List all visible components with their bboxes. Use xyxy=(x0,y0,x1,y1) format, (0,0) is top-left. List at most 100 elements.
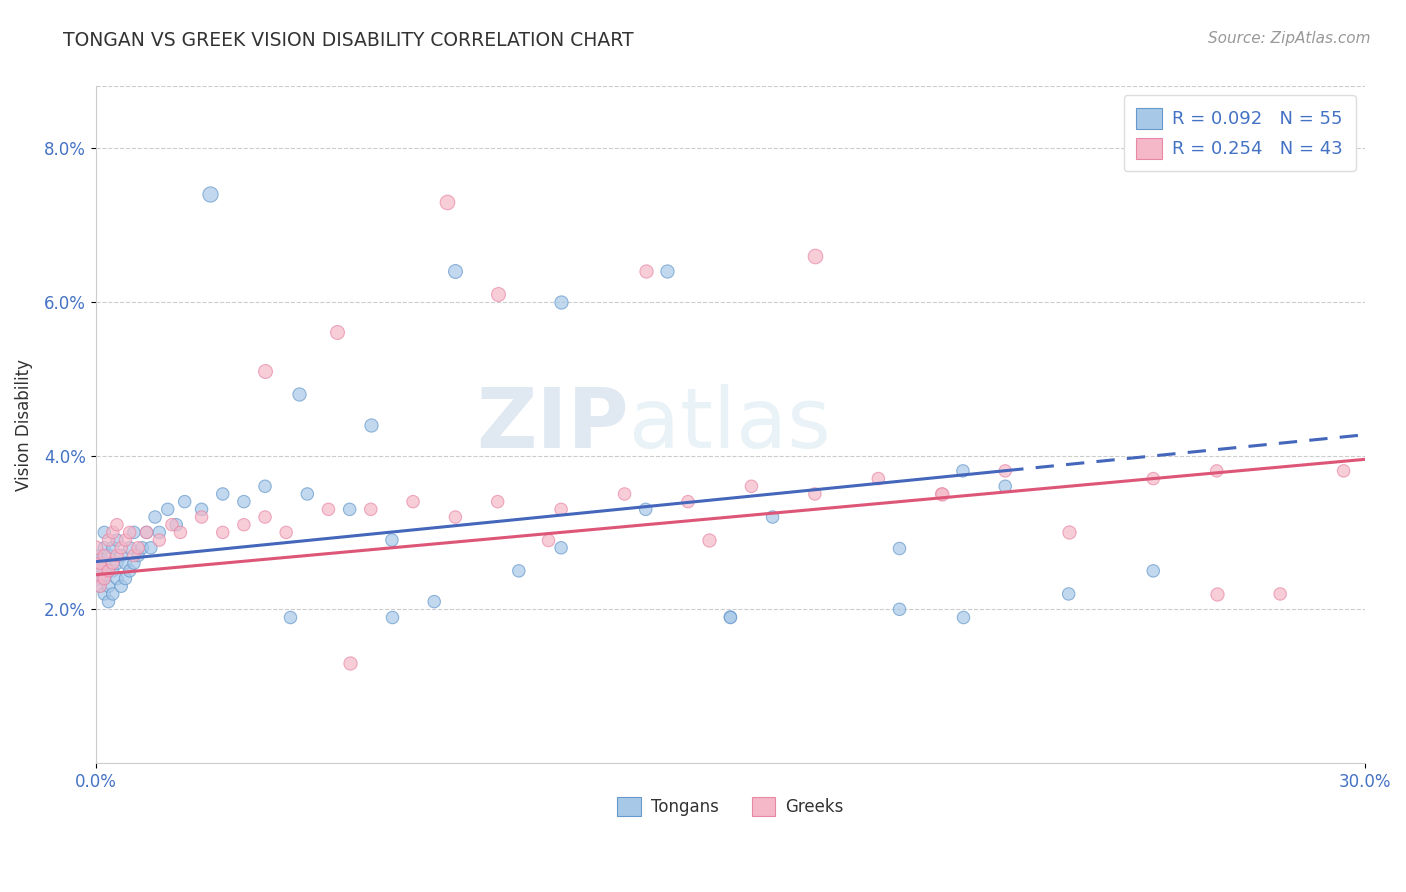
Point xyxy=(360,417,382,432)
Point xyxy=(718,610,741,624)
Point xyxy=(994,464,1017,478)
Point xyxy=(326,326,349,340)
Point xyxy=(931,487,953,501)
Point xyxy=(143,510,166,524)
Point xyxy=(114,572,136,586)
Point xyxy=(339,656,361,670)
Point xyxy=(436,194,458,209)
Point xyxy=(613,487,636,501)
Point xyxy=(122,525,145,540)
Point xyxy=(122,556,145,570)
Point xyxy=(122,549,145,563)
Point xyxy=(676,494,699,508)
Point xyxy=(804,248,827,262)
Point xyxy=(89,549,111,563)
Point xyxy=(114,533,136,547)
Point xyxy=(127,541,149,555)
Point xyxy=(101,564,124,578)
Point xyxy=(114,556,136,570)
Point xyxy=(105,549,128,563)
Point xyxy=(211,487,233,501)
Point xyxy=(381,610,404,624)
Point xyxy=(173,494,195,508)
Point xyxy=(89,579,111,593)
Point xyxy=(1333,464,1355,478)
Text: ZIP: ZIP xyxy=(477,384,628,466)
Point xyxy=(101,587,124,601)
Point xyxy=(93,525,115,540)
Y-axis label: Vision Disability: Vision Disability xyxy=(15,359,32,491)
Point xyxy=(211,525,233,540)
Point xyxy=(1142,472,1164,486)
Point xyxy=(110,549,132,563)
Point xyxy=(232,494,254,508)
Point xyxy=(97,594,120,608)
Point xyxy=(198,187,221,202)
Point xyxy=(148,525,170,540)
Point xyxy=(89,564,111,578)
Point xyxy=(253,479,276,493)
Point xyxy=(1205,587,1227,601)
Point xyxy=(952,610,974,624)
Text: Source: ZipAtlas.com: Source: ZipAtlas.com xyxy=(1208,31,1371,46)
Legend: Tongans, Greeks: Tongans, Greeks xyxy=(610,790,851,822)
Point xyxy=(486,287,509,301)
Point xyxy=(360,502,382,516)
Point xyxy=(156,502,179,516)
Point xyxy=(97,579,120,593)
Point xyxy=(444,264,467,278)
Point xyxy=(165,517,187,532)
Point xyxy=(84,572,107,586)
Point xyxy=(160,517,183,532)
Point xyxy=(508,564,530,578)
Point xyxy=(718,610,741,624)
Point xyxy=(139,541,162,555)
Point xyxy=(253,510,276,524)
Point xyxy=(634,264,657,278)
Point xyxy=(135,525,157,540)
Point xyxy=(101,541,124,555)
Point xyxy=(276,525,298,540)
Point xyxy=(105,533,128,547)
Point xyxy=(93,549,115,563)
Point xyxy=(288,387,311,401)
Point xyxy=(740,479,762,493)
Point xyxy=(93,541,115,555)
Point xyxy=(93,556,115,570)
Point xyxy=(101,525,124,540)
Point xyxy=(444,510,467,524)
Point xyxy=(1205,464,1227,478)
Point xyxy=(537,533,560,547)
Point xyxy=(1057,587,1080,601)
Point xyxy=(135,525,157,540)
Text: TONGAN VS GREEK VISION DISABILITY CORRELATION CHART: TONGAN VS GREEK VISION DISABILITY CORREL… xyxy=(63,31,634,50)
Point xyxy=(93,572,115,586)
Point xyxy=(1142,564,1164,578)
Point xyxy=(697,533,720,547)
Point xyxy=(84,564,107,578)
Point xyxy=(297,487,319,501)
Point xyxy=(89,579,111,593)
Point xyxy=(118,564,141,578)
Text: atlas: atlas xyxy=(628,384,831,466)
Point xyxy=(318,502,340,516)
Point xyxy=(97,549,120,563)
Point xyxy=(889,541,911,555)
Point xyxy=(89,556,111,570)
Point xyxy=(339,502,361,516)
Point xyxy=(655,264,678,278)
Point xyxy=(101,556,124,570)
Point xyxy=(148,533,170,547)
Point xyxy=(93,587,115,601)
Point xyxy=(97,533,120,547)
Point xyxy=(127,549,149,563)
Point xyxy=(97,564,120,578)
Point xyxy=(93,572,115,586)
Point xyxy=(804,487,827,501)
Point xyxy=(253,364,276,378)
Point xyxy=(232,517,254,532)
Point xyxy=(118,541,141,555)
Point xyxy=(931,487,953,501)
Point xyxy=(118,525,141,540)
Point xyxy=(550,294,572,309)
